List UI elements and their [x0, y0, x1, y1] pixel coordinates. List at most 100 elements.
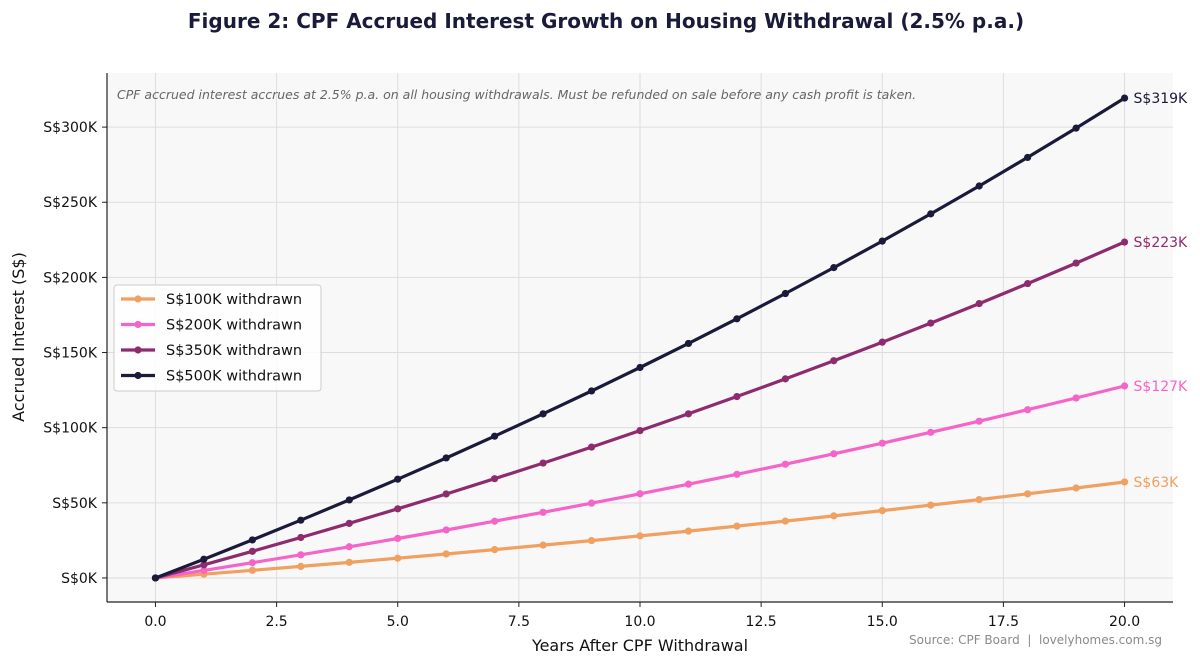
x-tick-label: 2.5	[265, 614, 287, 630]
data-point	[491, 432, 499, 440]
data-point	[297, 562, 305, 570]
data-point	[297, 516, 305, 524]
data-point	[587, 387, 596, 395]
series-4	[151, 94, 1129, 582]
x-tick-label: 12.5	[746, 614, 777, 630]
data-point	[636, 490, 644, 498]
data-point	[248, 566, 256, 574]
data-point	[587, 443, 596, 451]
data-point	[733, 470, 741, 478]
data-point	[684, 527, 693, 535]
data-point	[1024, 153, 1032, 162]
data-point	[1072, 259, 1080, 267]
data-point	[878, 439, 886, 447]
data-point	[200, 561, 208, 569]
x-tick-label: 0.0	[144, 614, 166, 630]
source-note: Source: CPF Board | lovelyhomes.com.sg	[909, 633, 1162, 647]
legend-swatch-marker	[134, 295, 142, 303]
data-point	[975, 495, 983, 504]
data-point	[539, 410, 547, 418]
data-point	[394, 534, 402, 543]
data-point	[442, 526, 450, 534]
x-tick-label: 17.5	[988, 614, 1019, 630]
series-end-label: S$319K	[1134, 91, 1189, 107]
data-point	[297, 533, 305, 542]
data-point	[636, 427, 644, 435]
data-point	[297, 551, 305, 559]
y-tick-label: S$300K	[43, 120, 98, 136]
x-tick-label: 20.0	[1109, 614, 1140, 630]
data-point	[442, 454, 450, 462]
legend-swatch-marker	[134, 320, 142, 329]
data-point	[539, 508, 547, 516]
y-tick-label: S$150K	[43, 346, 98, 362]
x-tick-label: 15.0	[867, 614, 898, 630]
data-point	[636, 532, 644, 540]
data-point	[781, 460, 789, 468]
data-point	[830, 357, 838, 365]
legend-item: S$200K withdrawn	[121, 318, 302, 334]
end-labels: S$63K S$127K S$223K S$319K	[1134, 91, 1189, 491]
series-end-label: S$127K	[1134, 379, 1189, 395]
y-tick-label: S$50K	[52, 496, 98, 512]
data-point	[781, 375, 789, 383]
data-point	[878, 338, 886, 346]
legend-box	[113, 284, 322, 392]
data-point	[345, 543, 353, 551]
data-point	[442, 490, 450, 498]
data-point	[878, 506, 886, 515]
data-point	[1072, 394, 1080, 402]
grid-lines	[107, 73, 1173, 602]
data-point	[927, 210, 935, 218]
data-point	[1120, 94, 1129, 102]
legend-label: S$500K withdrawn	[166, 369, 302, 385]
data-point	[733, 315, 741, 323]
data-point	[733, 522, 741, 530]
series-end-label: S$63K	[1134, 475, 1180, 491]
legend-swatch-marker	[134, 371, 142, 380]
x-tick-label: 10.0	[624, 614, 655, 630]
data-point	[200, 566, 208, 575]
data-point	[1120, 382, 1129, 390]
data-point	[491, 545, 499, 554]
data-point	[636, 363, 644, 372]
data-point	[878, 237, 886, 245]
data-point	[975, 299, 983, 308]
series-3	[151, 238, 1129, 582]
data-point	[684, 410, 693, 418]
data-point	[1120, 478, 1129, 486]
y-tick-label: S$100K	[43, 421, 98, 437]
legend-label: S$200K withdrawn	[166, 318, 302, 334]
y-axis-label: Accrued Interest (S$)	[9, 252, 28, 422]
data-point	[345, 558, 353, 566]
legend-swatch-marker	[134, 346, 142, 354]
data-point	[248, 547, 256, 555]
x-tick-label: 7.5	[508, 614, 530, 630]
legend: S$100K withdrawn S$200K withdrawn S$350K w…	[113, 284, 322, 392]
data-point	[539, 541, 547, 549]
y-tick-label: S$200K	[43, 270, 98, 286]
legend-item: S$500K withdrawn	[121, 369, 302, 385]
data-point	[394, 475, 402, 483]
data-point	[248, 559, 256, 567]
data-point	[830, 512, 838, 520]
data-point	[830, 450, 838, 458]
data-point	[151, 574, 160, 582]
chart-title: Figure 2: CPF Accrued Interest Growth on…	[188, 9, 1024, 33]
legend-label: S$100K withdrawn	[166, 292, 302, 308]
x-tick-label: 5.0	[387, 614, 409, 630]
data-point	[684, 339, 693, 348]
data-point	[587, 499, 596, 507]
data-point	[1024, 406, 1032, 414]
data-point	[830, 264, 838, 272]
data-point	[345, 496, 353, 504]
data-point	[394, 554, 402, 562]
legend-label: S$350K withdrawn	[166, 343, 302, 359]
data-point	[684, 480, 693, 488]
x-axis-label: Years After CPF Withdrawal	[531, 636, 748, 655]
data-point	[781, 289, 789, 298]
data-point	[539, 459, 547, 467]
data-point	[442, 550, 450, 558]
y-tick-label: S$0K	[61, 571, 98, 587]
y-axis-ticks: S$0K S$50K S$100K S$150K S$200K S$250K S$300K	[43, 120, 107, 587]
